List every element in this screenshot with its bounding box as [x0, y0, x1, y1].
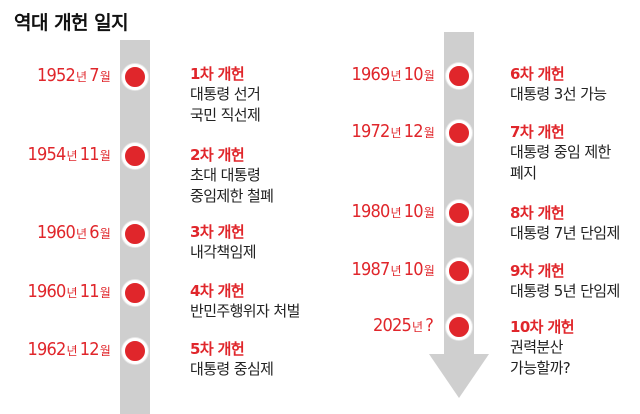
timeline-dot — [446, 258, 472, 284]
event-year-unit: 년 — [66, 286, 77, 300]
page-title: 역대 개헌 일지 — [14, 12, 129, 34]
amendment-title: 2차 개헌 — [190, 146, 245, 164]
event-year: 1960 — [27, 281, 66, 302]
timeline-dot — [122, 221, 148, 247]
event-year-unit: 년 — [411, 320, 423, 334]
amendment-description: 대통령 7년 단임제 — [510, 224, 620, 242]
event-date: 2025년? — [373, 315, 434, 336]
event-month: 6 — [89, 222, 99, 243]
amendment-description: 권력분산 — [510, 338, 563, 356]
event-year: 1962 — [27, 339, 66, 360]
amendment-description: 대통령 중임 제한 — [510, 143, 611, 161]
event-year-unit: 년 — [390, 264, 401, 278]
event-month-unit: 월 — [423, 206, 435, 220]
event-date: 1972년 12월 — [351, 121, 434, 142]
amendment-description: 내각책임제 — [190, 243, 257, 261]
event-month: 11 — [79, 144, 100, 165]
event-year: 1954 — [27, 144, 66, 165]
amendment-title: 5차 개헌 — [190, 340, 245, 358]
amendment-title: 4차 개헌 — [190, 282, 245, 300]
amendment-description: 대통령 선거 — [190, 85, 261, 103]
amendment-description: 반민주행위자 처벌 — [190, 302, 300, 320]
amendment-description: 국민 직선제 — [190, 106, 261, 124]
timeline-arrow-icon — [429, 354, 489, 398]
event-year: 1972 — [351, 121, 390, 142]
event-year-unit: 년 — [390, 206, 401, 220]
event-year: 1952 — [36, 65, 76, 86]
event-month-unit: 월 — [423, 69, 435, 83]
event-date: 1960년 11월 — [27, 281, 110, 302]
event-month: 10 — [403, 201, 424, 222]
event-year: 1980 — [351, 201, 390, 222]
amendment-description: 가능할까? — [510, 359, 571, 377]
event-month-unit: 월 — [99, 344, 111, 358]
event-month: 10 — [403, 259, 424, 280]
timeline-dot — [122, 280, 148, 306]
event-month-unit: 월 — [99, 227, 111, 241]
amendment-title: 8차 개헌 — [510, 204, 565, 222]
event-date: 1960년 6월 — [36, 222, 111, 243]
amendment-title: 9차 개헌 — [510, 262, 565, 280]
event-date: 1987년 10월 — [351, 259, 434, 280]
event-date: 1962년 12월 — [27, 339, 110, 360]
event-month: 12 — [79, 339, 100, 360]
timeline-dot — [446, 314, 472, 340]
event-year-unit: 년 — [390, 69, 401, 83]
event-month: ? — [425, 315, 434, 336]
amendment-title: 1차 개헌 — [190, 65, 245, 83]
event-month: 7 — [89, 65, 99, 86]
event-date: 1952년 7월 — [36, 65, 111, 86]
amendment-description: 중임제한 철폐 — [190, 187, 274, 205]
event-month: 12 — [403, 121, 424, 142]
timeline-dot — [122, 338, 148, 364]
event-date: 1969년 10월 — [351, 64, 434, 85]
event-month-unit: 월 — [423, 264, 435, 278]
event-month: 10 — [403, 64, 424, 85]
event-month-unit: 월 — [99, 149, 111, 163]
event-year-unit: 년 — [75, 227, 87, 241]
amendment-description: 대통령 3선 가능 — [510, 85, 607, 103]
event-year: 1969 — [351, 64, 390, 85]
event-date: 1954년 11월 — [27, 144, 110, 165]
amendment-description: 폐지 — [510, 164, 537, 182]
amendment-title: 7차 개헌 — [510, 123, 565, 141]
event-year: 2025 — [372, 315, 412, 336]
event-month: 11 — [79, 281, 100, 302]
timeline-dot — [122, 64, 148, 90]
timeline-dot — [446, 120, 472, 146]
timeline-dot — [446, 200, 472, 226]
event-year-unit: 년 — [66, 149, 77, 163]
timeline-dot — [446, 63, 472, 89]
timeline-dot — [122, 143, 148, 169]
amendment-description: 대통령 중심제 — [190, 360, 274, 378]
event-month-unit: 월 — [423, 126, 435, 140]
event-year: 1960 — [36, 222, 76, 243]
event-date: 1980년 10월 — [351, 201, 434, 222]
amendment-description: 초대 대통령 — [190, 166, 261, 184]
amendment-title: 10차 개헌 — [510, 318, 575, 336]
event-year-unit: 년 — [75, 70, 87, 84]
event-month-unit: 월 — [99, 70, 111, 84]
event-year-unit: 년 — [390, 126, 401, 140]
amendment-title: 3차 개헌 — [190, 223, 245, 241]
event-year-unit: 년 — [66, 344, 77, 358]
event-year: 1987 — [351, 259, 390, 280]
amendment-description: 대통령 5년 단임제 — [510, 282, 620, 300]
event-month-unit: 월 — [99, 286, 111, 300]
amendment-title: 6차 개헌 — [510, 65, 565, 83]
